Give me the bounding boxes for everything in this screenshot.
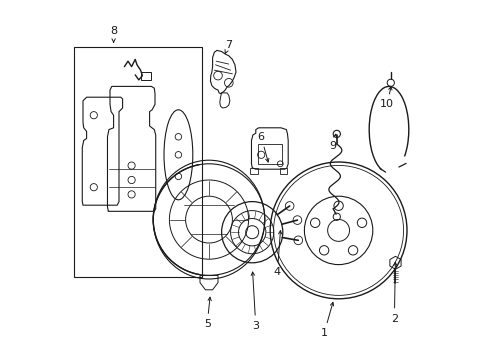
Bar [141,72,151,80]
Bar [250,168,258,174]
Text: 2: 2 [391,314,398,324]
Bar [280,168,288,174]
Bar [74,47,202,277]
Text: 6: 6 [258,132,265,142]
Text: 7: 7 [225,40,232,50]
Text: 1: 1 [320,328,328,338]
Text: 8: 8 [110,26,117,36]
Text: 9: 9 [330,141,337,151]
Text: 5: 5 [204,319,211,329]
Text: 4: 4 [274,267,281,277]
Bar [258,144,282,164]
Text: 10: 10 [380,99,394,109]
Text: 3: 3 [252,321,259,331]
